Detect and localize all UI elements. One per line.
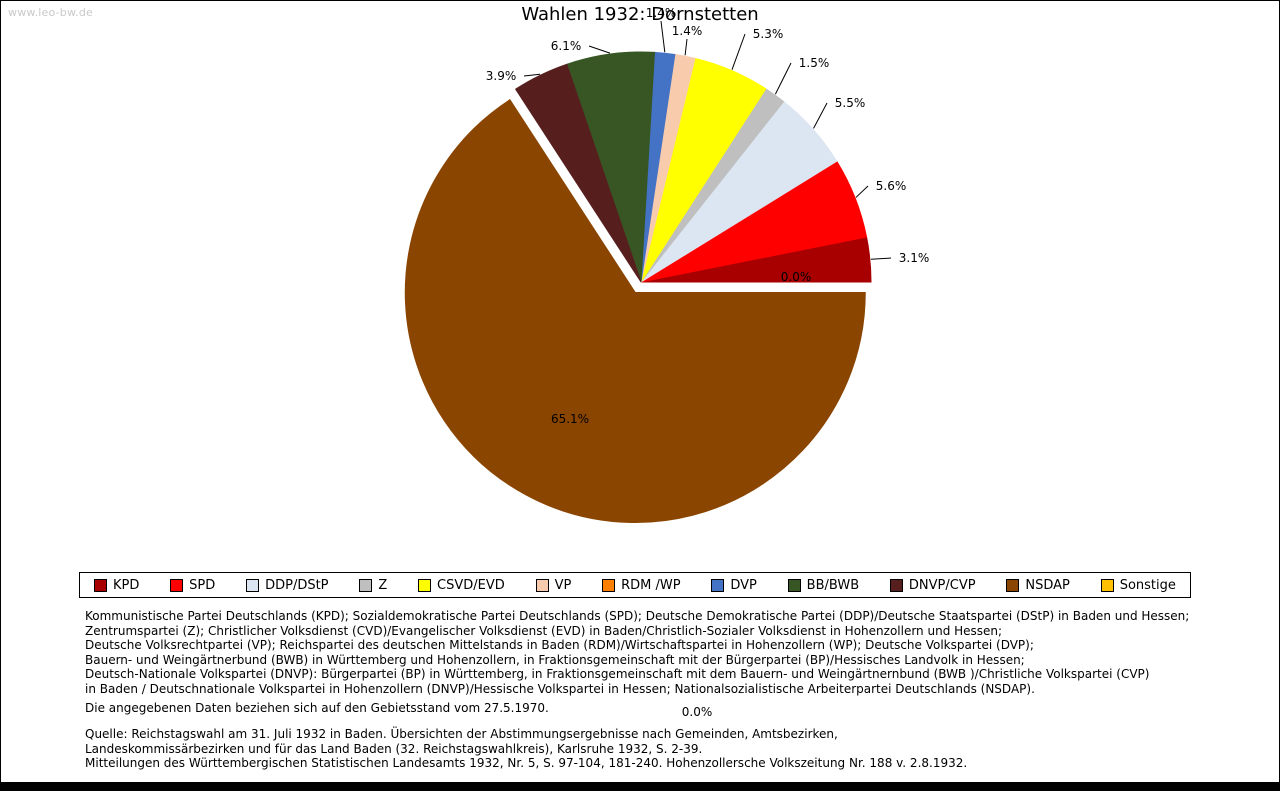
- watermark: www.leo-bw.de: [8, 6, 94, 19]
- legend-swatch-csvd-evd: [418, 578, 432, 592]
- label-leader-z: [774, 62, 792, 95]
- legend-swatch-spd: [170, 578, 184, 592]
- source-note: Quelle: Reichstagswahl am 31. Juli 1932 …: [85, 727, 967, 771]
- legend-item-dvp: DVP: [711, 578, 757, 593]
- pct-label-dvp: 1.4%: [646, 6, 677, 20]
- label-leader-ddp-dstp: [813, 102, 828, 129]
- label-leader-dnvp-cvp: [523, 73, 541, 77]
- legend: KPD SPD DDP/DStP Z CSVD/EVD VP RDM /WP DVP BB/BW…: [79, 572, 1191, 598]
- legend-label-vp: VP: [554, 577, 572, 593]
- text-line: Zentrumspartei (Z); Christlicher Volksdi…: [85, 623, 1003, 638]
- legend-swatch-sonstige: [1100, 578, 1114, 592]
- text-line: Kommunistische Partei Deutschlands (KPD)…: [85, 609, 1190, 623]
- pct-label-csvd-evd: 5.3%: [753, 27, 784, 41]
- legend-label-z: Z: [378, 577, 388, 593]
- text-line: in Baden / Deutschnationale Volkspartei …: [85, 681, 1035, 696]
- pct-label-vp: 1.4%: [672, 24, 703, 38]
- legend-item-sonstige: Sonstige: [1100, 577, 1176, 593]
- legend-swatch-z: [359, 578, 373, 592]
- legend-item-vp: VP: [535, 577, 572, 593]
- label-leader-dvp: [660, 20, 666, 53]
- legend-item-bb-bwb: BB/BWB: [787, 577, 860, 593]
- legend-swatch-bb-bwb: [787, 578, 801, 592]
- pct-label-ddp-dstp: 5.5%: [835, 96, 866, 110]
- legend-item-z: Z: [359, 578, 387, 593]
- legend-label-rdm-wp: RDM /WP: [621, 577, 681, 593]
- pct-label-z: 1.5%: [799, 56, 830, 70]
- legend-item-kpd: KPD: [94, 578, 139, 593]
- label-leader-kpd: [870, 257, 892, 260]
- legend-label-csvd-evd: CSVD/EVD: [437, 577, 505, 593]
- text-line: Deutsche Volksrechtpartei (VP); Reichspa…: [85, 638, 1034, 653]
- legend-label-kpd: KPD: [113, 577, 140, 593]
- party-descriptions: Kommunistische Partei Deutschlands (KPD)…: [85, 609, 1189, 697]
- legend-label-dvp: DVP: [730, 577, 757, 593]
- legend-swatch-vp: [535, 578, 549, 592]
- text-line: Mitteilungen des Württembergischen Stati…: [85, 756, 968, 771]
- legend-item-nsdap: NSDAP: [1006, 578, 1070, 593]
- legend-label-bb-bwb: BB/BWB: [806, 577, 860, 593]
- pct-label-spd: 5.6%: [876, 179, 907, 193]
- label-leader-csvd-evd: [731, 33, 746, 70]
- legend-item-dnvp-cvp: DNVP/CVP: [889, 577, 976, 593]
- text-line: Landeskommissärbezirken und für das Land…: [85, 741, 703, 756]
- bottom-border-bar: [1, 782, 1279, 790]
- legend-swatch-kpd: [94, 578, 107, 592]
- pct-label-rdm-wp: 0.0%: [682, 705, 713, 719]
- legend-label-dnvp-cvp: DNVP/CVP: [908, 577, 976, 593]
- label-leader-bb-bwb: [588, 45, 611, 54]
- pct-label-dnvp-cvp: 3.9%: [486, 69, 517, 83]
- legend-swatch-rdm-wp: [602, 578, 616, 592]
- legend-swatch-dvp: [711, 578, 725, 592]
- pct-label-bb-bwb: 6.1%: [551, 39, 582, 53]
- pct-label-kpd: 3.1%: [899, 251, 930, 265]
- text-line: Quelle: Reichstagswahl am 31. Juli 1932 …: [85, 727, 838, 741]
- legend-label-spd: SPD: [189, 577, 216, 593]
- legend-item-spd: SPD: [170, 578, 215, 593]
- chart-title: Wahlen 1932: Dornstetten: [521, 4, 759, 25]
- legend-item-ddp-dstp: DDP/DStP: [246, 577, 329, 593]
- territory-note: Die angegebenen Daten beziehen sich auf …: [85, 701, 549, 715]
- legend-swatch-ddp-dstp: [246, 578, 260, 592]
- text-line: Bauern- und Weingärtnerbund (BWB) in Wür…: [85, 652, 1025, 667]
- label-leader-vp: [684, 38, 688, 56]
- pie-slice-nsdap: [404, 99, 866, 524]
- text-line: Deutsch-Nationale Volkspartei (DNVP): Bü…: [85, 667, 1150, 682]
- pct-label-sonstige: 0.0%: [781, 270, 812, 284]
- legend-label-ddp-dstp: DDP/DStP: [265, 577, 329, 593]
- legend-swatch-dnvp-cvp: [889, 578, 903, 592]
- legend-item-rdm-wp: RDM /WP: [602, 577, 681, 593]
- label-leader-spd: [855, 185, 869, 198]
- legend-label-sonstige: Sonstige: [1119, 577, 1176, 593]
- pie-slice-dnvp-cvp: [514, 63, 642, 283]
- legend-label-nsdap: NSDAP: [1025, 577, 1070, 593]
- pct-label-nsdap: 65.1%: [551, 412, 589, 426]
- legend-swatch-nsdap: [1006, 578, 1020, 592]
- legend-item-csvd-evd: CSVD/EVD: [418, 578, 505, 593]
